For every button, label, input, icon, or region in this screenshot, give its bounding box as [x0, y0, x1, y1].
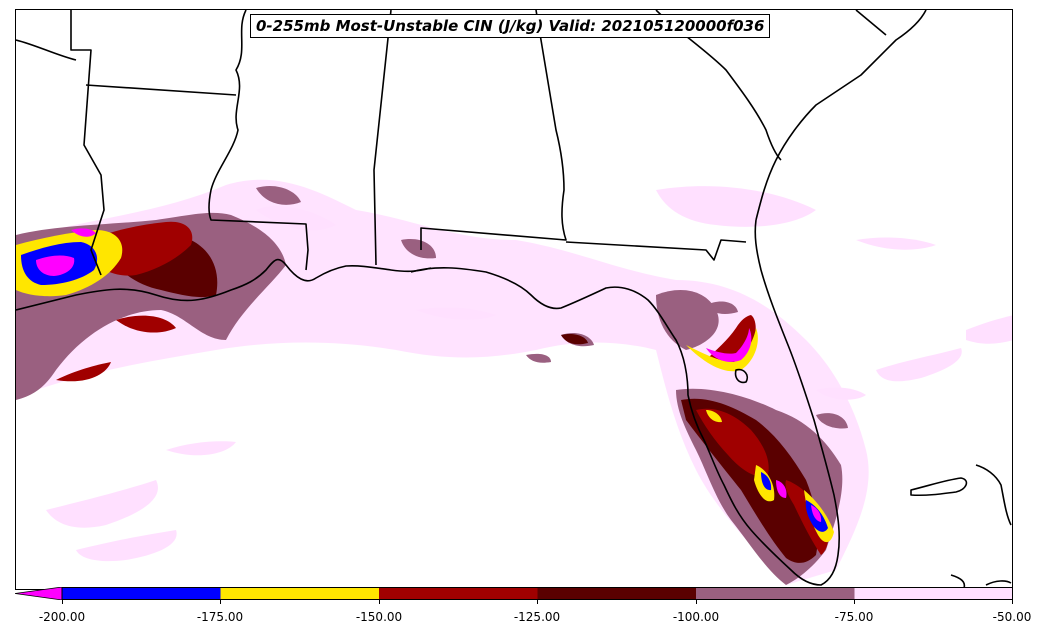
- colorbar-tickmark-5: [854, 600, 855, 604]
- map-panel: [15, 9, 1013, 590]
- cin-field-magenta: [36, 228, 822, 522]
- colorbar-tick-label: -50.00: [992, 610, 1032, 624]
- colorbar-tickmark-0: [62, 600, 63, 604]
- colorbar-tick-label: -150.00: [355, 610, 403, 624]
- colorbar-tickmark-2: [379, 600, 380, 604]
- colorbar-seg-1: [62, 587, 221, 600]
- colorbar-seg-6: [854, 587, 1013, 600]
- colorbar-tickmark-3: [537, 600, 538, 604]
- colorbar-tickmark-1: [220, 600, 221, 604]
- colorbar-seg-3: [379, 587, 538, 600]
- cin-map: [16, 10, 1012, 589]
- colorbar-tick-label: -100.00: [672, 610, 720, 624]
- colorbar-seg-2: [220, 587, 379, 600]
- colorbar-tick-label: -75.00: [834, 610, 874, 624]
- map-title: 0-255mb Most-Unstable CIN (J/kg) Valid: …: [250, 14, 771, 38]
- colorbar-seg-4: [537, 587, 696, 600]
- geographic-borders: [16, 10, 1012, 589]
- colorbar-seg-5: [696, 587, 855, 600]
- colorbar-tickmark-6: [1012, 600, 1013, 604]
- colorbar-tick-label: -175.00: [196, 610, 244, 624]
- colorbar-tickmark-4: [696, 600, 697, 604]
- colorbar-outline: [61, 587, 1013, 600]
- colorbar-extend-min: [15, 587, 63, 600]
- colorbar: [15, 587, 1013, 600]
- colorbar-tick-label: -200.00: [38, 610, 86, 624]
- colorbar-tick-label: -125.00: [513, 610, 561, 624]
